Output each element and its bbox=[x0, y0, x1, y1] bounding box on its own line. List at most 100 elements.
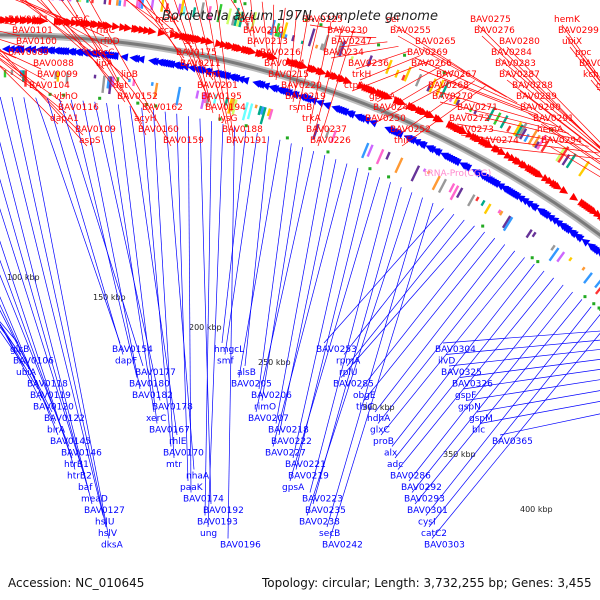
forward-leader-line bbox=[24, 0, 105, 70]
forward-gene-arrow bbox=[133, 24, 143, 33]
reverse-gene-label: BAV0118 bbox=[27, 380, 68, 390]
forward-category-block bbox=[506, 125, 512, 133]
forward-gene-label: aspS bbox=[79, 136, 101, 146]
reverse-gene-arrow bbox=[362, 117, 372, 125]
forward-category-block bbox=[401, 74, 406, 81]
forward-gene-label: BAV0237 bbox=[306, 125, 347, 135]
reverse-gene-arrow bbox=[236, 75, 245, 84]
reverse-gene-label: meaD bbox=[81, 495, 108, 505]
forward-gene-label: BAV0283 bbox=[495, 59, 536, 69]
forward-leader-line bbox=[250, 0, 256, 48]
forward-category-block bbox=[578, 160, 590, 177]
reverse-gene-label: BAV0120 bbox=[33, 403, 74, 413]
forward-gene-label: dat bbox=[113, 81, 128, 91]
forward-leader-line bbox=[126, 0, 168, 37]
reverse-leader-line bbox=[360, 231, 485, 390]
forward-leader-line bbox=[548, 145, 600, 178]
reverse-category-block bbox=[150, 81, 154, 86]
reverse-category-block bbox=[525, 229, 533, 239]
forward-category-block bbox=[118, 0, 122, 7]
reverse-category-block bbox=[246, 103, 254, 120]
forward-category-block bbox=[206, 5, 212, 21]
reverse-gene-label: BAV0253 bbox=[316, 345, 357, 355]
reverse-gene-arrow bbox=[91, 50, 101, 59]
forward-leader-line bbox=[456, 123, 589, 147]
forward-gene-label: ctpA bbox=[344, 81, 365, 91]
reverse-leader-line bbox=[0, 259, 73, 459]
reverse-gene-label: hmgcL bbox=[214, 345, 244, 355]
label-leader-lines bbox=[0, 0, 600, 539]
forward-gene-arrow bbox=[123, 23, 133, 32]
forward-leader-line bbox=[125, 0, 164, 26]
forward-gene-arrow bbox=[434, 114, 444, 123]
reverse-gene-label: BAV0222 bbox=[271, 437, 312, 447]
inner-marker bbox=[244, 124, 248, 128]
forward-gene-arrow bbox=[397, 97, 407, 106]
forward-leader-line bbox=[0, 65, 59, 125]
reverse-leader-line bbox=[275, 154, 326, 424]
reverse-leader-line bbox=[255, 150, 315, 413]
forward-leader-line bbox=[15, 0, 80, 26]
reverse-category-block bbox=[153, 82, 159, 98]
forward-leader-line bbox=[397, 80, 476, 136]
reverse-category-block bbox=[56, 71, 60, 82]
forward-gene-arrow bbox=[247, 47, 257, 55]
forward-leader-line bbox=[401, 85, 486, 147]
reverse-gene-label: gspN bbox=[458, 403, 481, 413]
reverse-category-block bbox=[475, 196, 480, 202]
reverse-gene-arrow bbox=[304, 95, 314, 104]
reverse-leader-line bbox=[346, 219, 465, 367]
reverse-leader-line bbox=[0, 330, 25, 367]
reverse-gene-label: BAV0193 bbox=[197, 518, 238, 528]
forward-gene-arrow bbox=[39, 16, 48, 25]
forward-leader-line bbox=[146, 0, 189, 70]
forward-leader-line bbox=[359, 55, 421, 81]
reverse-gene-arrow bbox=[473, 170, 483, 178]
forward-category-block bbox=[403, 66, 412, 82]
reverse-gene-arrow bbox=[408, 137, 418, 145]
forward-leader-line bbox=[67, 0, 143, 125]
reverse-leader-line bbox=[0, 324, 39, 390]
forward-gene-arrow bbox=[111, 22, 121, 31]
forward-gene-label: BAV0280 bbox=[499, 37, 540, 47]
reverse-leader-line bbox=[363, 237, 496, 401]
forward-gene-label: BAV0191 bbox=[226, 136, 267, 146]
reverse-gene-label: hdhA bbox=[367, 414, 391, 424]
reverse-leader-line bbox=[141, 107, 172, 447]
forward-gene-label: BAV0188 bbox=[222, 125, 263, 135]
forward-gene-label: BAV0162 bbox=[142, 103, 183, 113]
forward-gene-label: rfaC bbox=[71, 15, 90, 25]
reverse-gene-label: nhaA bbox=[186, 472, 210, 482]
reverse-gene-label: hslV bbox=[98, 529, 118, 539]
reverse-leader-line bbox=[340, 225, 475, 378]
reverse-category-block bbox=[422, 168, 427, 173]
forward-gene-arrow bbox=[70, 18, 80, 27]
forward-gene-label: BAV0213 bbox=[247, 37, 288, 47]
reverse-gene-label: BAV0218 bbox=[268, 426, 309, 436]
reverse-category-block bbox=[426, 170, 431, 175]
forward-gene-label: ppc bbox=[575, 48, 591, 58]
forward-leader-line bbox=[414, 57, 528, 110]
forward-category-block bbox=[321, 34, 330, 52]
forward-gene-label: cca bbox=[159, 26, 174, 36]
forward-category-block bbox=[455, 99, 461, 106]
reverse-leader-line bbox=[261, 147, 303, 401]
reverse-category-block bbox=[480, 199, 486, 207]
reverse-gene-arrow bbox=[570, 230, 579, 239]
forward-category-block bbox=[230, 15, 236, 26]
reverse-leader-line bbox=[272, 163, 348, 447]
reverse-gene-arrow bbox=[427, 146, 437, 154]
forward-gene-arrow bbox=[317, 67, 327, 76]
reverse-leader-line bbox=[82, 100, 141, 390]
reverse-gene-label: BAV0325 bbox=[441, 368, 482, 378]
forward-gene-arrow bbox=[497, 147, 507, 156]
forward-gene-label: BAV0219 bbox=[285, 92, 326, 102]
forward-category-block bbox=[385, 59, 393, 75]
reverse-gene-label: secB bbox=[319, 529, 340, 539]
feature-tracks bbox=[0, 0, 600, 311]
reverse-leader-line bbox=[278, 159, 337, 436]
reverse-category-block bbox=[556, 251, 566, 263]
forward-gene-label: slt bbox=[184, 37, 195, 47]
reverse-gene-label: alx bbox=[384, 449, 398, 459]
reverse-gene-arrow bbox=[68, 47, 77, 56]
